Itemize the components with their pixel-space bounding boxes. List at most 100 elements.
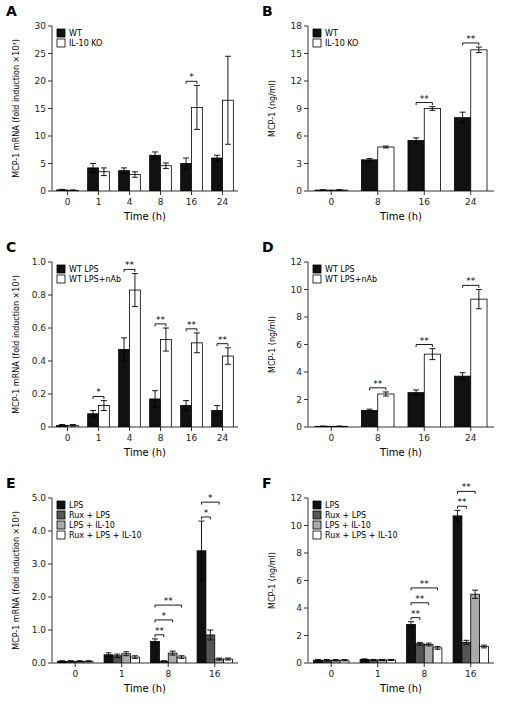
- y-tick-label: 30: [35, 21, 47, 31]
- significance-label: **: [457, 497, 467, 507]
- legend-label: WT: [69, 29, 82, 38]
- x-tick-label: 8: [375, 433, 381, 443]
- bar: [161, 340, 172, 427]
- error-bar: [388, 659, 394, 660]
- y-tick: [48, 498, 52, 499]
- legend-label: WT LPS+nAb: [325, 275, 377, 284]
- legend-label: Rux + LPS + IL-10: [325, 531, 398, 540]
- y-tick: [304, 317, 308, 318]
- y-axis-title: MCP-1 (ng/ml): [268, 552, 277, 609]
- x-tick: [424, 427, 425, 431]
- bar: [68, 425, 79, 427]
- error-bar: [426, 643, 432, 646]
- x-tick: [98, 427, 99, 431]
- error-bar: [320, 189, 326, 191]
- bar: [331, 190, 347, 191]
- y-tick-label: 1.0: [32, 257, 47, 267]
- legend-swatch: [57, 275, 65, 283]
- bar: [322, 660, 331, 663]
- bar: [408, 393, 424, 427]
- legend-swatch: [313, 531, 321, 539]
- legend-label: WT: [325, 29, 338, 38]
- error-bar: [214, 406, 220, 416]
- bar: [471, 50, 487, 191]
- y-tick: [304, 608, 308, 609]
- error-bar: [207, 630, 213, 640]
- bar: [331, 426, 347, 427]
- legend-swatch: [313, 521, 321, 529]
- error-bar: [216, 658, 222, 660]
- y-tick-label: 9: [296, 104, 302, 114]
- error-bar: [90, 411, 96, 418]
- x-tick-label: 4: [127, 433, 133, 443]
- x-axis-line: [52, 427, 238, 428]
- y-tick: [304, 262, 308, 263]
- y-axis-line: [52, 498, 53, 663]
- x-tick: [377, 191, 378, 195]
- x-tick-label: 16: [465, 669, 477, 679]
- y-tick-label: 0: [296, 186, 302, 196]
- bar: [424, 644, 433, 663]
- x-axis-title: Time (h): [123, 447, 166, 458]
- panel-title: D: [262, 239, 274, 255]
- error-bar: [68, 661, 74, 662]
- bar: [424, 109, 440, 192]
- y-tick-label: 0: [296, 422, 302, 432]
- y-tick: [304, 663, 308, 664]
- bar: [130, 290, 141, 427]
- y-tick: [304, 427, 308, 428]
- y-tick-label: 5: [40, 159, 46, 169]
- y-tick-label: 8: [296, 312, 302, 322]
- error-bar: [105, 653, 111, 657]
- y-tick: [304, 553, 308, 554]
- y-tick: [304, 81, 308, 82]
- legend-label: LPS: [325, 501, 339, 510]
- bar: [223, 356, 234, 427]
- x-axis-title: Time (h): [123, 211, 166, 222]
- error-bar: [214, 155, 220, 161]
- x-tick-label: 1: [96, 197, 102, 207]
- y-axis-title: MCP-1 mRNA (fold induction ×10³): [12, 39, 21, 178]
- panel: E0.01.02.03.04.05.001816Time (h)MCP-1 mR…: [6, 475, 238, 694]
- panel-title: B: [262, 3, 273, 19]
- x-tick: [67, 191, 68, 195]
- error-bar: [463, 640, 469, 644]
- x-tick: [222, 191, 223, 195]
- y-tick: [304, 580, 308, 581]
- error-bar: [123, 652, 129, 656]
- y-tick: [48, 361, 52, 362]
- x-tick-label: 16: [186, 433, 198, 443]
- legend-label: Rux + LPS: [69, 511, 110, 520]
- panel: F02468101201816Time (h)MCP-1 (ng/ml)****…: [262, 475, 494, 694]
- x-tick-label: 0: [328, 433, 334, 443]
- plot-area: [57, 274, 234, 427]
- error-bar: [417, 642, 423, 645]
- y-tick-label: 15: [35, 104, 46, 114]
- x-axis-title: Time (h): [123, 683, 166, 694]
- error-bar: [161, 661, 167, 662]
- y-tick-label: 2: [296, 631, 302, 641]
- y-tick: [48, 663, 52, 664]
- x-tick: [191, 427, 192, 431]
- x-tick: [331, 663, 332, 667]
- bar: [224, 659, 233, 663]
- y-tick-label: 15: [291, 49, 302, 59]
- bar: [159, 661, 168, 663]
- error-bar: [179, 656, 185, 659]
- bar: [57, 190, 68, 191]
- x-tick: [470, 427, 471, 431]
- significance-label: **: [415, 594, 425, 604]
- legend-label: WT LPS: [325, 265, 355, 274]
- y-tick-label: 25: [35, 49, 46, 59]
- x-tick-label: 16: [419, 197, 431, 207]
- x-tick: [377, 663, 378, 667]
- plot-area: [315, 47, 487, 191]
- error-bar: [367, 409, 373, 412]
- error-bar: [121, 338, 127, 361]
- bar: [361, 160, 377, 191]
- error-bar: [114, 654, 120, 657]
- error-bar: [342, 660, 348, 661]
- significance-label: **: [420, 336, 430, 346]
- error-bar: [225, 348, 231, 365]
- error-bar: [101, 401, 107, 411]
